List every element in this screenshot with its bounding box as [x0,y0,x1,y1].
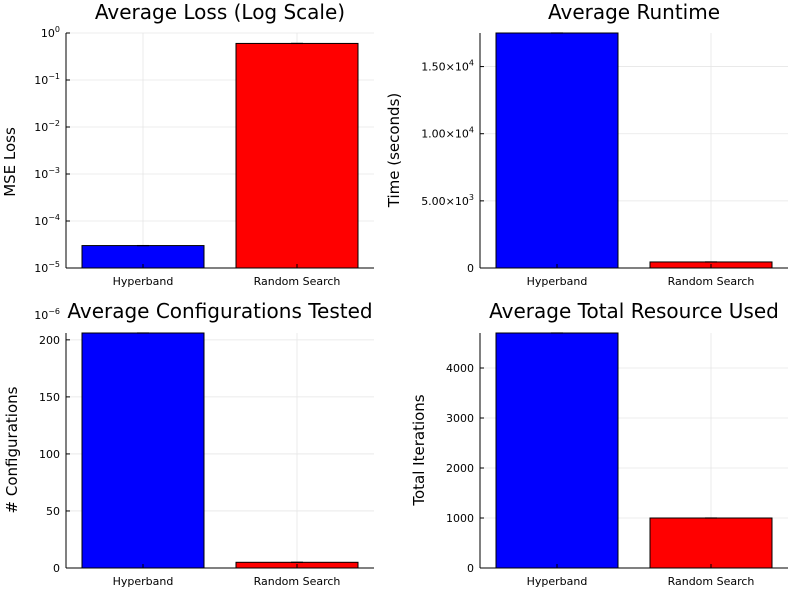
y-tick-label: 1.50×104 [421,59,474,74]
x-tick-label: Random Search [668,275,755,288]
y-tick-label: 1.00×104 [421,126,474,141]
y-tick-label: 0 [53,562,60,575]
chart-title: Average Loss (Log Scale) [95,0,345,24]
y-tick-label: 2000 [446,462,474,475]
y-tick-label: 10−2 [34,119,60,134]
y-tick-label: 10−4 [34,213,60,228]
x-tick-label: Hyperband [527,575,588,588]
y-tick-label: 10−6 [34,307,60,322]
y-tick-label: 10−5 [34,260,60,275]
chart-title: Average Runtime [548,0,720,24]
bar-hyperband [81,332,205,569]
x-tick-label: Hyperband [113,575,174,588]
y-tick-label: 100 [39,448,60,461]
bar-random-search [235,42,359,269]
y-tick-label: 1000 [446,512,474,525]
y-axis-label: # Configurations [3,386,21,513]
y-tick-label: 10−1 [34,72,60,87]
y-tick-label: 5.00×103 [421,193,474,208]
x-tick-label: Hyperband [527,275,588,288]
y-tick-label: 100 [41,25,60,40]
y-tick-label: 3000 [446,412,474,425]
chart-title: Average Total Resource Used [489,299,779,323]
x-tick-label: Random Search [254,575,341,588]
y-axis-label: Total Iterations [410,394,428,506]
y-tick-label: 10−3 [34,166,60,181]
panel-runtime: Average Runtime Time (seconds) 0 5.00×103… [385,0,788,288]
y-tick-label: 0 [467,262,474,275]
x-tick-label: Hyperband [113,275,174,288]
x-tick-label: Random Search [668,575,755,588]
x-tick-label: Random Search [254,275,341,288]
y-tick-label: 150 [39,391,60,404]
y-axis-label: Time (seconds) [385,93,403,209]
y-tick-label: 0 [467,562,474,575]
panel-configurations: Average Configurations Tested # Configur… [3,299,374,588]
y-tick-label: 200 [39,334,60,347]
bar-hyperband [495,332,619,569]
panel-loss: Average Loss (Log Scale) MSE Loss 100 10−… [1,0,374,322]
panel-resource: Average Total Resource Used Total Iterat… [410,299,788,588]
y-tick-label: 50 [46,505,60,518]
y-axis-label: MSE Loss [1,127,19,197]
chart-title: Average Configurations Tested [67,299,372,323]
y-tick-label: 4000 [446,362,474,375]
bar-random-search [649,517,773,569]
bar-hyperband [495,32,619,269]
